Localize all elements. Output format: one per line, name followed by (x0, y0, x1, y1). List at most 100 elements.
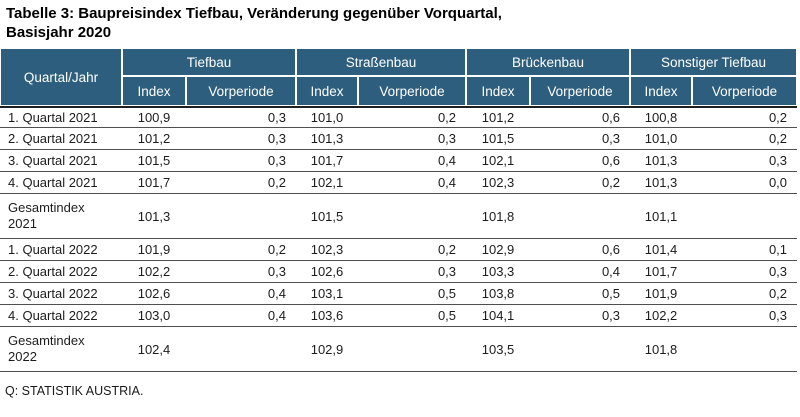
index-value: 101,7 (630, 261, 693, 284)
index-value: 101,7 (122, 172, 186, 195)
sub-header-vorperiode-2: Vorperiode (358, 76, 467, 107)
index-value: 101,8 (466, 194, 531, 240)
sub-header-index-3: Index (466, 76, 531, 107)
row-label: 2. Quartal 2022 (0, 261, 122, 284)
index-value: 103,1 (296, 283, 358, 306)
sub-header-index-4: Index (630, 76, 693, 107)
vorperiode-value: 0,3 (186, 128, 296, 151)
vorperiode-value: 0,2 (530, 172, 631, 195)
corner-header: Quartal/Jahr (0, 48, 122, 107)
vorperiode-value: 0,3 (530, 128, 631, 151)
sub-header-vorperiode-3: Vorperiode (530, 76, 631, 107)
index-value: 102,4 (122, 327, 186, 373)
index-value: 101,5 (296, 194, 358, 240)
table-row: 2. Quartal 2022 102,2 0,3 102,6 0,3 103,3 0,4 1… (0, 261, 798, 284)
row-label: 3. Quartal 2022 (0, 283, 122, 306)
vorperiode-value: 0,4 (530, 261, 631, 284)
index-value: 103,3 (466, 261, 531, 284)
index-value: 102,2 (122, 261, 186, 284)
vorperiode-value: 0,2 (358, 106, 467, 129)
page-title-line1: Tabelle 3: Baupreisindex Tiefbau, Veränd… (6, 5, 502, 22)
table-row: Gesamtindex 2022 102,4 102,9 103,5 101,8 (0, 327, 798, 373)
index-value: 100,8 (630, 106, 693, 129)
row-label: 4. Quartal 2021 (0, 172, 122, 195)
vorperiode-value: 0,2 (692, 128, 798, 151)
index-value: 102,9 (466, 239, 531, 262)
vorperiode-value: 0,2 (692, 283, 798, 306)
group-header-4: Sonstiger Tiefbau (630, 48, 798, 77)
index-value: 101,4 (630, 239, 693, 262)
vorperiode-value: 0,3 (692, 305, 798, 328)
row-label: Gesamtindex 2022 (0, 327, 122, 373)
vorperiode-value: 0,6 (530, 150, 631, 173)
index-value: 102,2 (630, 305, 693, 328)
source-note: Q: STATISTIK AUSTRIA. (5, 384, 144, 399)
vorperiode-value: 0,4 (358, 150, 467, 173)
index-value: 103,5 (466, 327, 531, 373)
index-value: 101,2 (122, 128, 186, 151)
vorperiode-value: 0,3 (186, 106, 296, 129)
table-row: 3. Quartal 2021 101,5 0,3 101,7 0,4 102,1 0,6 1… (0, 150, 798, 173)
vorperiode-value (358, 194, 467, 240)
table-body: 1. Quartal 2021 100,9 0,3 101,0 0,2 101,2 0,6 1… (0, 106, 798, 373)
group-header-2: Straßenbau (296, 48, 467, 77)
index-value: 102,3 (296, 239, 358, 262)
vorperiode-value: 0,6 (530, 106, 631, 129)
baupreisindex-table: Quartal/Jahr Tiefbau Straßenbau Brückenbau S… (0, 48, 798, 373)
vorperiode-value (692, 194, 798, 240)
vorperiode-value: 0,5 (358, 283, 467, 306)
table-row: 1. Quartal 2022 101,9 0,2 102,3 0,2 102,9 0,6 1… (0, 239, 798, 262)
vorperiode-value: 0,3 (186, 150, 296, 173)
table-header: Quartal/Jahr Tiefbau Straßenbau Brückenbau S… (0, 48, 798, 107)
table-row: 4. Quartal 2022 103,0 0,4 103,6 0,5 104,1 0,3 1… (0, 305, 798, 328)
index-value: 101,8 (630, 327, 693, 373)
vorperiode-value: 0,5 (358, 305, 467, 328)
index-value: 101,9 (122, 239, 186, 262)
vorperiode-value: 0,3 (186, 261, 296, 284)
row-label: 1. Quartal 2022 (0, 239, 122, 262)
vorperiode-value (530, 194, 631, 240)
row-label: 3. Quartal 2021 (0, 150, 122, 173)
index-value: 103,0 (122, 305, 186, 328)
table-row: 1. Quartal 2021 100,9 0,3 101,0 0,2 101,2 0,6 1… (0, 106, 798, 129)
table-row: 3. Quartal 2022 102,6 0,4 103,1 0,5 103,8 0,5 1… (0, 283, 798, 306)
index-value: 102,1 (466, 150, 531, 173)
vorperiode-value: 0,4 (186, 283, 296, 306)
index-value: 102,9 (296, 327, 358, 373)
index-value: 101,9 (630, 283, 693, 306)
index-value: 101,5 (466, 128, 531, 151)
vorperiode-value: 0,1 (692, 239, 798, 262)
index-value: 102,6 (122, 283, 186, 306)
vorperiode-value: 0,6 (530, 239, 631, 262)
table-row: 2. Quartal 2021 101,2 0,3 101,3 0,3 101,5 0,3 1… (0, 128, 798, 151)
row-label: Gesamtindex 2021 (0, 194, 122, 240)
vorperiode-value: 0,4 (358, 172, 467, 195)
index-value: 102,1 (296, 172, 358, 195)
index-value: 101,0 (630, 128, 693, 151)
row-label: 2. Quartal 2021 (0, 128, 122, 151)
sub-header-index-2: Index (296, 76, 358, 107)
vorperiode-value (186, 194, 296, 240)
row-label: 1. Quartal 2021 (0, 106, 122, 129)
row-label: 4. Quartal 2022 (0, 305, 122, 328)
index-value: 101,5 (122, 150, 186, 173)
vorperiode-value: 0,2 (186, 172, 296, 195)
vorperiode-value (186, 327, 296, 373)
index-value: 101,0 (296, 106, 358, 129)
index-value: 101,3 (122, 194, 186, 240)
vorperiode-value: 0,2 (692, 106, 798, 129)
index-value: 101,3 (296, 128, 358, 151)
table-row: Gesamtindex 2021 101,3 101,5 101,8 101,1 (0, 194, 798, 240)
index-value: 104,1 (466, 305, 531, 328)
index-value: 101,7 (296, 150, 358, 173)
vorperiode-value: 0,3 (358, 128, 467, 151)
index-value: 102,6 (296, 261, 358, 284)
sub-header-vorperiode-4: Vorperiode (692, 76, 798, 107)
vorperiode-value: 0,0 (692, 172, 798, 195)
table-row: 4. Quartal 2021 101,7 0,2 102,1 0,4 102,3 0,2 1… (0, 172, 798, 195)
index-value: 103,8 (466, 283, 531, 306)
index-value: 103,6 (296, 305, 358, 328)
vorperiode-value: 0,3 (692, 150, 798, 173)
vorperiode-value: 0,3 (358, 261, 467, 284)
vorperiode-value (692, 327, 798, 373)
